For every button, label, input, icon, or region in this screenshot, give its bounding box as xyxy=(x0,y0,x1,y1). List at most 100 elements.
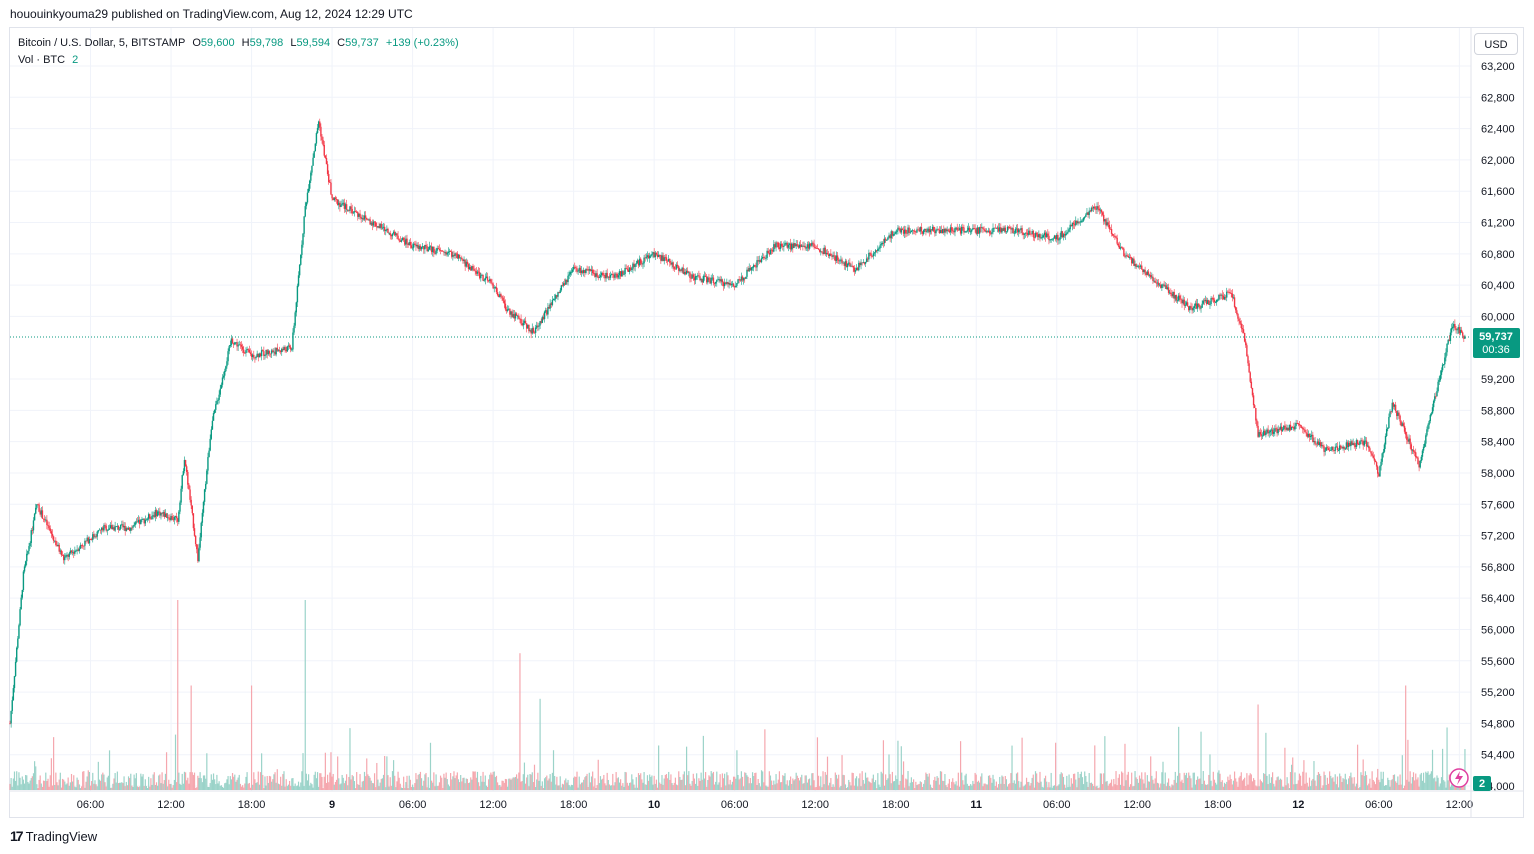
volume-bar xyxy=(897,740,899,790)
candle-body xyxy=(1103,214,1105,222)
candle-body xyxy=(1337,449,1340,451)
volume-bar xyxy=(460,775,462,790)
volume-bar xyxy=(794,779,796,790)
candle-body xyxy=(930,229,933,231)
volume-label[interactable]: Vol · BTC xyxy=(18,54,66,66)
candle-body xyxy=(515,313,518,316)
candle-body xyxy=(1413,451,1416,453)
candle-body xyxy=(1062,234,1065,238)
volume-bar xyxy=(971,785,973,790)
candle-body xyxy=(1037,234,1039,238)
volume-bar xyxy=(673,782,675,790)
candle-body xyxy=(1174,295,1177,299)
candle-body xyxy=(1030,233,1032,235)
candle-body xyxy=(258,353,261,358)
volume-bar xyxy=(778,771,781,790)
volume-bar xyxy=(579,784,581,790)
volume-bar xyxy=(786,780,788,790)
candle-body xyxy=(1107,222,1109,225)
volume-bar xyxy=(464,783,466,790)
candle-body xyxy=(1358,443,1360,445)
candle-body xyxy=(812,242,814,244)
footer-brand-label: TradingView xyxy=(25,828,98,844)
candle-body xyxy=(717,279,719,281)
candle-body xyxy=(613,274,615,278)
volume-bar xyxy=(797,777,800,790)
volume-bar xyxy=(887,778,889,790)
volume-bar xyxy=(1304,783,1306,790)
volume-bar xyxy=(284,786,286,790)
volume-bar xyxy=(829,782,831,790)
volume-bar xyxy=(577,787,579,790)
volume-bar xyxy=(571,785,574,790)
candle-body xyxy=(814,246,816,249)
candle-body xyxy=(277,350,280,352)
volume-bar xyxy=(573,777,575,790)
volume-bar xyxy=(1351,777,1353,790)
volume-bar xyxy=(1165,786,1167,790)
volume-bar xyxy=(1100,773,1103,790)
candle-body xyxy=(1202,300,1204,304)
candle-body xyxy=(334,197,337,200)
candle-body xyxy=(796,244,799,246)
candle-body xyxy=(1381,453,1383,462)
volume-bar xyxy=(1119,784,1122,790)
volume-bar xyxy=(678,771,680,790)
candle-body xyxy=(1134,264,1136,266)
volume-bar xyxy=(861,771,863,790)
candle-body xyxy=(97,530,100,532)
candle-body xyxy=(421,246,424,248)
candle-body xyxy=(1119,247,1122,249)
volume-bar xyxy=(281,785,283,790)
volume-bar xyxy=(803,783,805,790)
candle-body xyxy=(691,274,693,279)
volume-bar xyxy=(456,772,458,790)
candle-body xyxy=(390,235,393,237)
candle-body xyxy=(798,244,801,248)
candle-body xyxy=(425,244,427,247)
volume-bar xyxy=(650,776,652,790)
candle-body xyxy=(321,136,323,141)
candle-body xyxy=(1418,464,1420,468)
volume-bar xyxy=(604,783,606,790)
candle-body xyxy=(49,528,51,532)
candle-body xyxy=(1084,216,1086,218)
candle-body xyxy=(1163,284,1165,287)
candle-body xyxy=(1353,443,1355,446)
symbol-label[interactable]: Bitcoin / U.S. Dollar, 5, BITSTAMP xyxy=(18,37,186,49)
volume-bar xyxy=(713,784,716,790)
candle-body xyxy=(1366,445,1369,447)
volume-bar xyxy=(1144,772,1146,790)
volume-bar xyxy=(1159,787,1161,790)
footer-brand[interactable]: 17 TradingView xyxy=(10,828,97,844)
volume-bar xyxy=(870,783,872,790)
candle-body xyxy=(889,235,891,239)
volume-bar xyxy=(1389,786,1391,790)
candle-body xyxy=(117,525,120,530)
volume-bar xyxy=(634,787,636,790)
candle-body xyxy=(856,267,859,271)
candle-body xyxy=(772,250,774,252)
volume-bar xyxy=(493,771,495,790)
candle-body xyxy=(657,254,660,258)
volume-bar xyxy=(1075,779,1077,790)
currency-button[interactable]: USD xyxy=(1474,33,1518,55)
volume-bar xyxy=(1283,786,1285,790)
candle-body xyxy=(1104,219,1106,222)
candle-body xyxy=(208,450,210,458)
candle-body xyxy=(628,267,631,272)
volume-bar xyxy=(268,775,271,790)
candle-body xyxy=(653,252,655,258)
candle-body xyxy=(352,212,355,214)
volume-bar xyxy=(1137,782,1139,790)
candle-body xyxy=(1428,421,1430,425)
x-tick-label: 12:00 xyxy=(1446,799,1474,811)
volume-bar xyxy=(850,785,852,790)
candle-body xyxy=(1144,269,1146,273)
volume-bar xyxy=(212,773,215,790)
candle-body xyxy=(1259,432,1261,435)
volume-bar xyxy=(1171,784,1173,790)
volume-bar xyxy=(58,779,60,790)
volume-bar xyxy=(844,784,846,790)
